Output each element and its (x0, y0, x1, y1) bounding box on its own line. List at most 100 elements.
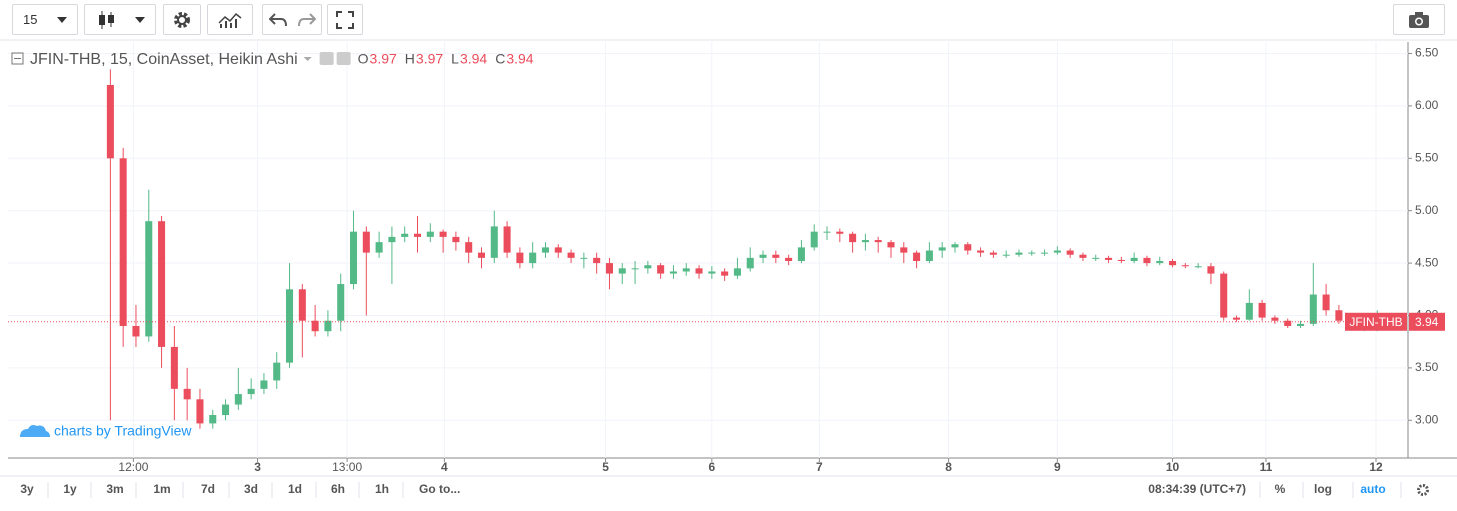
candle-body (311, 320, 319, 332)
snapshot-button[interactable] (1393, 4, 1445, 35)
candle-body (1053, 250, 1061, 253)
candle-body (1041, 252, 1049, 254)
last-price-tag: 3.94 (1415, 315, 1439, 329)
scale-option[interactable]: auto (1360, 482, 1385, 496)
candle-body (810, 231, 818, 248)
range-button[interactable]: 1h (375, 482, 389, 496)
settings-button[interactable] (163, 4, 201, 35)
candle-body (1233, 317, 1241, 320)
candle-body (1194, 266, 1202, 268)
y-tick-label: 3.50 (1415, 360, 1439, 374)
candle-body (593, 257, 601, 264)
candle-body (401, 233, 409, 237)
indicators-icon (218, 12, 242, 28)
interval-select[interactable]: 15 (12, 4, 78, 35)
scale-option[interactable]: % (1275, 482, 1286, 496)
candle-body (247, 388, 255, 395)
candle-body (1322, 294, 1330, 311)
candle-body (158, 221, 166, 347)
candle-body (1015, 252, 1023, 255)
goto-button[interactable]: Go to... (419, 482, 460, 496)
range-button[interactable]: 3d (244, 482, 258, 496)
candle-body (644, 265, 652, 269)
candle-body (938, 247, 946, 251)
candle-body (375, 242, 383, 253)
range-button[interactable]: 7d (201, 482, 215, 496)
candle-body (823, 231, 831, 233)
x-tick-label: 9 (1054, 460, 1061, 474)
range-button[interactable]: 3m (106, 482, 123, 496)
candle-body (1348, 320, 1356, 324)
candle-body (298, 289, 306, 321)
y-tick-label: 5.50 (1415, 150, 1439, 164)
candle-body (733, 268, 741, 276)
candle-body (567, 252, 575, 258)
candle-body (132, 325, 140, 337)
candle-body (1130, 257, 1138, 262)
x-tick-label: 5 (602, 460, 609, 474)
candle-body (785, 257, 793, 262)
candle-body (516, 252, 524, 264)
undo-redo[interactable] (262, 4, 322, 35)
chart-type-select[interactable] (84, 4, 156, 35)
candle-body (145, 221, 153, 337)
candle-body (874, 240, 882, 243)
candle-body (388, 236, 396, 243)
series-name-tag-bg (1345, 312, 1407, 331)
y-tick-label: 4.00 (1415, 308, 1439, 322)
candle-body (260, 380, 268, 389)
candle-body (1002, 254, 1010, 256)
range-button[interactable]: 1d (288, 482, 302, 496)
candle-body (1220, 273, 1228, 318)
legend-key: O (358, 51, 369, 67)
fullscreen-icon (336, 10, 354, 29)
legend-value: 3.94 (506, 51, 533, 67)
x-tick-label: 11 (1260, 460, 1273, 474)
candle-body (350, 231, 358, 285)
dropdown-arrow (57, 16, 67, 23)
candle-body (708, 271, 716, 274)
range-button[interactable]: 1y (63, 482, 77, 496)
y-tick-label: 6.50 (1415, 46, 1439, 60)
candle-body (529, 252, 537, 264)
legend-key: L (451, 51, 459, 67)
scale-option[interactable]: log (1314, 482, 1332, 496)
candle-body (490, 226, 498, 258)
candle-body (465, 242, 473, 253)
candle-body (1181, 265, 1189, 267)
candle-body (477, 252, 486, 258)
x-tick-label: 7 (816, 460, 823, 474)
range-button[interactable]: 3y (20, 482, 34, 496)
range-button[interactable]: 6h (331, 482, 345, 496)
x-tick-label: 4 (441, 460, 448, 474)
candle-body (1335, 310, 1343, 321)
candle-body (1271, 317, 1279, 321)
watermark: charts by TradingView (20, 423, 192, 439)
y-tick-label: 3.00 (1415, 412, 1439, 426)
candle-icon (99, 10, 114, 29)
indicators-button[interactable] (207, 4, 253, 35)
candle-body (554, 247, 562, 253)
candle-body (1245, 302, 1253, 320)
x-tick-label: 6 (708, 460, 715, 474)
candle-body (337, 284, 345, 321)
legend-icon (336, 52, 351, 65)
candle-body (439, 231, 447, 237)
fullscreen-button[interactable] (327, 4, 363, 35)
candle-body (196, 399, 204, 424)
candle-body (324, 320, 332, 332)
settings-gear[interactable] (1417, 484, 1429, 496)
x-tick-label: 13:00 (332, 460, 362, 474)
y-tick-label: 6.00 (1415, 98, 1439, 112)
candle-body (861, 240, 869, 243)
x-tick-label: 8 (945, 460, 952, 474)
candle-body (721, 271, 729, 276)
candle-body (286, 289, 294, 363)
candle-body (541, 247, 549, 253)
candle-body (413, 233, 422, 237)
candle-body (1360, 323, 1369, 325)
candle-body (1258, 302, 1266, 318)
range-button[interactable]: 1m (153, 482, 170, 496)
candle-body (1079, 254, 1087, 258)
